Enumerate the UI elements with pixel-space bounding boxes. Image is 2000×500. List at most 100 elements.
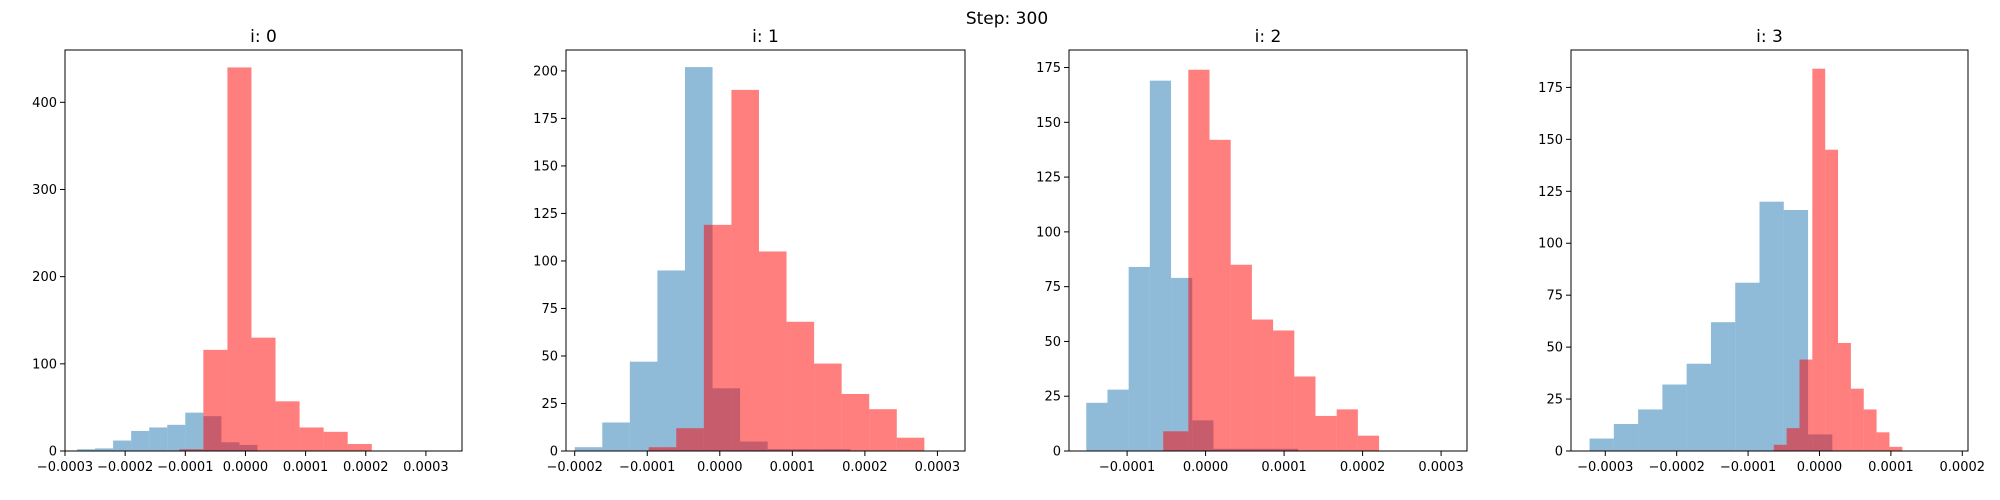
histogram-bar-s0-b0: [77, 449, 96, 451]
histogram-bar-s1-b3: [731, 89, 759, 451]
histogram-bar-s0-b7: [1759, 201, 1784, 451]
y-tick-label: 100: [1538, 237, 1563, 252]
histogram-bar-s0-b2: [113, 440, 132, 451]
y-tick-label: 25: [541, 397, 558, 412]
histogram-bar-s0-b4: [1686, 363, 1711, 451]
histogram-bar-s1-b5: [1838, 342, 1851, 451]
x-tick-label: 0.0002: [1340, 460, 1386, 475]
x-tick-label: 0.0003: [915, 460, 961, 475]
histogram-bar-s1-b6: [1850, 388, 1864, 451]
x-tick-label: 0.0000: [1797, 460, 1843, 475]
histogram-bar-s1-b3: [1812, 68, 1826, 451]
histogram-bar-s1-b5: [275, 401, 300, 451]
y-tick-label: 25: [1044, 390, 1061, 405]
histogram-bar-s0-b0: [574, 447, 603, 451]
y-tick-label: 300: [32, 183, 57, 198]
axes-frame: [565, 49, 966, 452]
x-tick-label: 0.0000: [697, 460, 743, 475]
y-tick-label: 200: [32, 270, 57, 285]
histogram-bar-s0-b1: [1613, 423, 1639, 451]
x-tick-label: 0.0002: [343, 460, 389, 475]
y-tick-label: 125: [1538, 185, 1563, 200]
axes-frame: [1570, 49, 1969, 452]
histogram-bar-s1-b6: [299, 427, 324, 451]
y-tick-label: 125: [533, 207, 558, 222]
y-tick-label: 200: [533, 64, 558, 79]
y-tick-label: 0: [550, 445, 558, 460]
x-tick-label: 0.0001: [1868, 460, 1914, 475]
y-tick-label: 150: [1538, 133, 1563, 148]
histogram-bar-s1-b9: [1357, 435, 1380, 451]
x-tick-label: −0.0003: [1577, 460, 1633, 475]
histogram-bar-s1-b8: [347, 444, 372, 451]
x-tick-label: 0.0002: [842, 460, 888, 475]
panel-title: i: 0: [250, 27, 277, 47]
histogram-bar-s1-b5: [1273, 330, 1295, 451]
histogram-bar-s1-b7: [1315, 415, 1337, 451]
x-tick-label: −0.0002: [97, 460, 153, 475]
histogram-bar-s1-b9: [896, 437, 925, 451]
histogram-bar-s1-b7: [841, 393, 870, 451]
histogram-bar-s1-b8: [1876, 432, 1890, 451]
histogram-bar-s1-b6: [1294, 376, 1316, 451]
histogram-bar-s1-b2: [1209, 139, 1231, 451]
histogram-bar-s1-b2: [703, 224, 732, 451]
histogram-bar-s1-b0: [648, 447, 677, 451]
figure-suptitle: Step: 300: [966, 9, 1048, 29]
y-tick-label: 0: [1555, 445, 1563, 460]
histogram-bar-s0-b2: [1638, 409, 1663, 451]
histogram-bar-s0-b1: [1107, 389, 1129, 451]
histogram-bar-s0-b6: [185, 412, 204, 451]
y-tick-label: 75: [1546, 289, 1563, 304]
y-tick-label: 100: [533, 254, 558, 269]
panel-title: i: 2: [1255, 27, 1282, 47]
histogram-bar-s0-b3: [657, 270, 685, 451]
bars-group: [77, 67, 372, 451]
x-tick-label: −0.0003: [37, 460, 93, 475]
y-tick-label: 50: [541, 349, 558, 364]
x-tick-label: 0.0001: [1261, 460, 1307, 475]
panel-title: i: 3: [1756, 27, 1783, 47]
histogram-bar-s1-b0: [1773, 444, 1787, 451]
y-tick-label: 175: [1538, 81, 1563, 96]
histogram-bar-s1-b1: [1188, 69, 1210, 451]
histogram-panels: i: 0 −0.0003 −0.0002 −0.0001 0.0000 0.0001 0.0…: [32, 27, 1985, 475]
x-tick-label: 0.0003: [1418, 460, 1464, 475]
y-tick-label: 50: [1546, 341, 1563, 356]
histogram-panel-2: i: 2 −0.0001 0.0000 0.0001 0.0002 0.0003 0 25 50…: [1036, 27, 1468, 475]
histogram-bar-s0-b2: [629, 361, 658, 451]
x-tick-label: 0.0000: [1183, 460, 1229, 475]
y-tick-label: 100: [32, 357, 57, 372]
histogram-bar-s1-b1: [1786, 428, 1800, 451]
histogram-bar-s1-b2: [1799, 359, 1813, 451]
histogram-bar-s1-b0: [1163, 431, 1189, 451]
y-tick-label: 50: [1044, 335, 1061, 350]
histogram-bar-s0-b0: [1589, 438, 1614, 451]
x-tick-label: −0.0001: [1720, 460, 1776, 475]
y-tick-label: 150: [533, 159, 558, 174]
x-tick-label: −0.0001: [1099, 460, 1155, 475]
histogram-bar-s0-b3: [1662, 384, 1687, 451]
y-tick-label: 175: [1036, 61, 1061, 76]
x-tick-label: 0.0002: [1940, 460, 1986, 475]
x-tick-label: −0.0001: [619, 460, 675, 475]
histogram-bar-s1-b3: [227, 67, 252, 451]
histogram-bar-s1-b7: [323, 431, 348, 451]
histogram-bar-s0-b3: [131, 430, 150, 451]
histogram-bar-s1-b4: [251, 337, 276, 451]
histogram-bar-s0-b0: [1086, 402, 1108, 451]
histogram-bar-s1-b3: [1230, 264, 1252, 451]
y-tick-label: 75: [541, 302, 558, 317]
histogram-bar-s1-b9: [1889, 446, 1903, 451]
histogram-bar-s0-b4: [149, 427, 168, 451]
histogram-bar-s0-b4: [1171, 277, 1193, 451]
x-tick-label: 0.0001: [283, 460, 329, 475]
panel-title: i: 1: [752, 27, 779, 47]
histogram-bar-s0-b6: [1735, 282, 1760, 451]
y-tick-label: 400: [32, 96, 57, 111]
histogram-panel-1: i: 1 −0.0002 −0.0001 0.0000 0.0001 0.0002 0.00…: [533, 27, 966, 475]
histogram-bar-s0-b1: [95, 448, 114, 451]
bars-group: [1086, 69, 1380, 451]
histogram-bar-s1-b8: [869, 409, 897, 451]
